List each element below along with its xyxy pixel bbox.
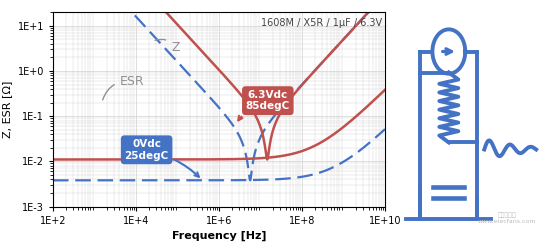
Text: 1608M / X5R / 1μF / 6.3V: 1608M / X5R / 1μF / 6.3V [261, 18, 382, 28]
Text: 6.3Vdc
85degC: 6.3Vdc 85degC [238, 90, 290, 120]
Y-axis label: Z, ESR [Ω]: Z, ESR [Ω] [2, 81, 12, 138]
X-axis label: Frequency [Hz]: Frequency [Hz] [172, 231, 266, 241]
Text: 0Vdc
25degC: 0Vdc 25degC [124, 139, 199, 177]
Text: Z: Z [155, 39, 180, 54]
Text: 电子发烧友
www.elecfans.com: 电子发烧友 www.elecfans.com [478, 213, 536, 224]
Text: ESR: ESR [103, 75, 144, 100]
